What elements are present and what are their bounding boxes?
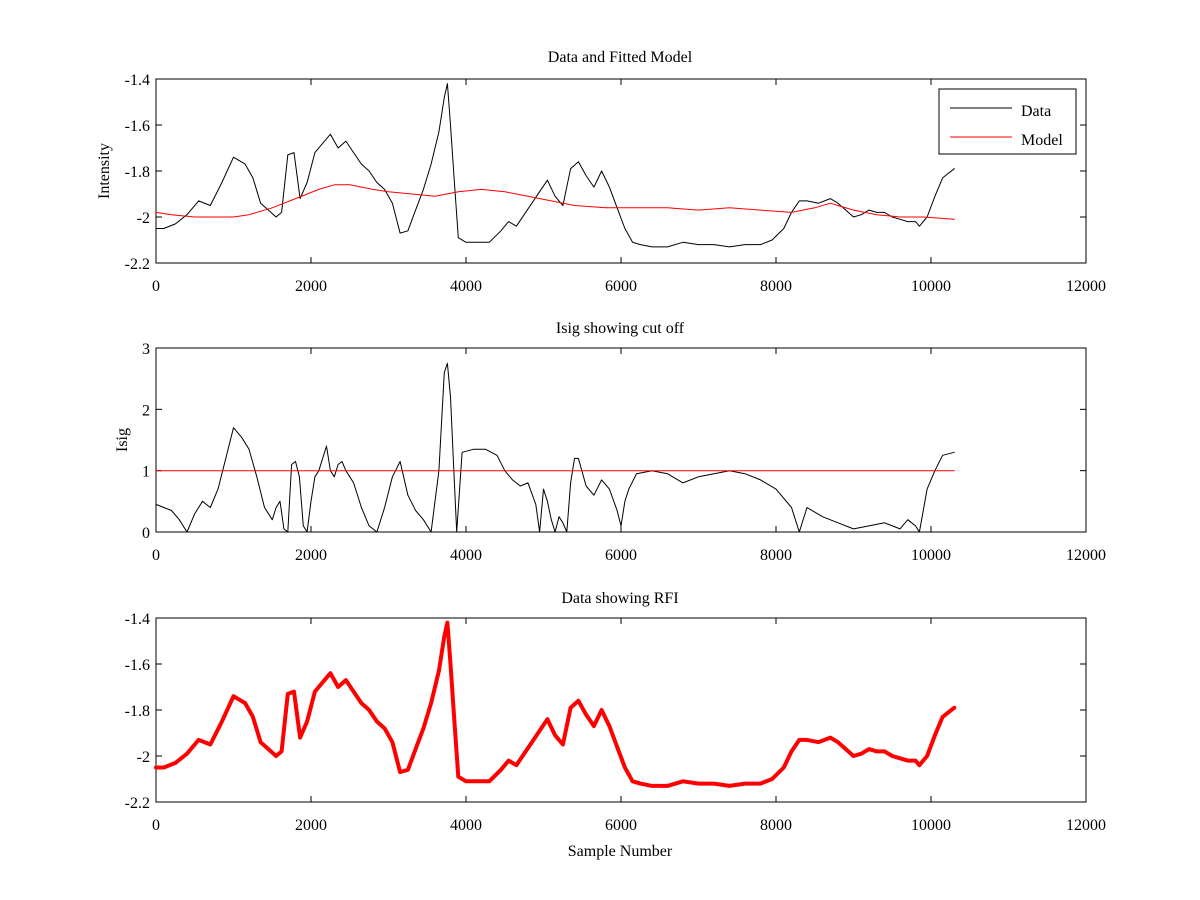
x-tick-label: 8000 (760, 547, 792, 564)
x-tick-label: 0 (152, 547, 160, 564)
y-tick-label: -2.2 (125, 795, 150, 812)
y-tick-label: -2.2 (125, 256, 150, 273)
axis-ticks: 0 2000 4000 6000 8000 10000 12000 -1.4 -1.6 -1.8 -… (125, 611, 1106, 834)
series-line-model (155, 184, 955, 220)
chart-title: Data and Fitted Model (548, 49, 693, 66)
x-tick-label: 12000 (1066, 278, 1106, 295)
y-tick-label: 1 (142, 464, 150, 481)
x-tick-label: 2000 (295, 278, 327, 295)
x-axis-label: Sample Number (568, 843, 673, 860)
x-tick-label: 4000 (450, 278, 482, 295)
y-tick-label: -1.6 (125, 657, 150, 674)
y-axis-label: Intensity (96, 143, 113, 199)
y-tick-label: -1.8 (125, 703, 150, 720)
legend-label-model: Model (1021, 132, 1063, 149)
series-layer (155, 83, 955, 248)
series-line-1 (155, 362, 955, 533)
y-tick-label: -2 (137, 210, 150, 227)
x-tick-label: 0 (152, 278, 160, 295)
x-tick-label: 6000 (605, 278, 637, 295)
x-tick-label: 12000 (1066, 547, 1106, 564)
x-tick-label: 2000 (295, 817, 327, 834)
y-tick-label: 3 (142, 341, 150, 358)
y-tick-label: -1.6 (125, 118, 150, 135)
series-layer (155, 362, 955, 533)
x-tick-label: 12000 (1066, 817, 1106, 834)
y-tick-label: -1.4 (125, 72, 150, 89)
subplot-data-and-fitted-model: Data and Fitted Model Intensity 0 2000 400… (96, 49, 1106, 295)
y-tick-label: -1.4 (125, 611, 150, 628)
y-axis-label: Isig (114, 428, 131, 452)
y-tick-label: 2 (142, 402, 150, 419)
series-line-data (155, 83, 955, 248)
legend: Data Model (938, 88, 1077, 155)
x-tick-label: 2000 (295, 547, 327, 564)
x-tick-label: 8000 (760, 278, 792, 295)
subplot-isig-showing-cut-off: Isig showing cut off Isig 0 2000 4000 6000 8… (114, 320, 1106, 564)
x-tick-label: 4000 (450, 547, 482, 564)
y-tick-label: -1.8 (125, 164, 150, 181)
x-tick-label: 4000 (450, 817, 482, 834)
y-tick-label: 0 (142, 525, 150, 542)
x-tick-label: 0 (152, 817, 160, 834)
legend-label-data: Data (1021, 103, 1051, 120)
subplot-data-showing-rfi: Data showing RFI 0 2000 4000 6000 8000 10000 1… (125, 590, 1106, 860)
series-layer (154, 620, 957, 788)
axis-ticks: 0 2000 4000 6000 8000 10000 12000 -1.4 -1.6 -1.8 -… (125, 72, 1106, 295)
y-tick-label: -2 (137, 749, 150, 766)
x-tick-label: 8000 (760, 817, 792, 834)
series-line-1 (154, 620, 957, 788)
x-tick-label: 6000 (605, 547, 637, 564)
x-tick-label: 10000 (911, 817, 951, 834)
axis-ticks: 0 2000 4000 6000 8000 10000 12000 0 1 2 3 (142, 341, 1106, 564)
x-tick-label: 6000 (605, 817, 637, 834)
legend-box (938, 88, 1077, 155)
chart-title: Isig showing cut off (556, 320, 685, 337)
plot-frame (155, 347, 1087, 533)
x-tick-label: 10000 (911, 547, 951, 564)
chart-title: Data showing RFI (561, 590, 678, 607)
x-tick-label: 10000 (911, 278, 951, 295)
